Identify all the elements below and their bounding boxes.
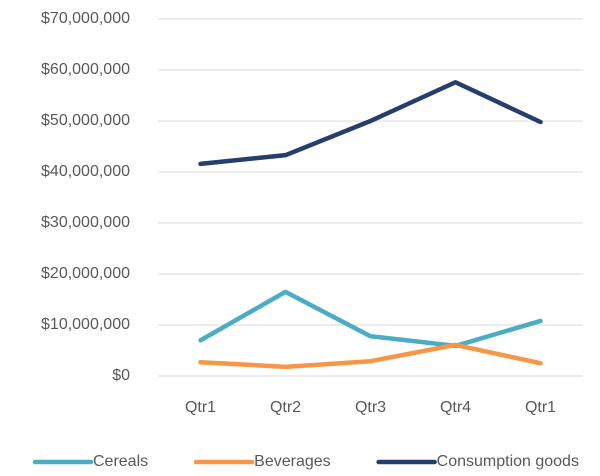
series-line <box>198 79 543 167</box>
x-tick-label: Qtr2 <box>270 399 301 416</box>
y-tick-label: $0 <box>112 367 130 384</box>
y-tick-label: $70,000,000 <box>41 10 130 27</box>
series-line <box>198 289 543 349</box>
x-tick-label: Qtr1 <box>525 399 556 416</box>
x-tick-label: Qtr3 <box>355 399 386 416</box>
legend-label: Consumption goods <box>437 453 579 470</box>
y-tick-label: $20,000,000 <box>41 265 130 282</box>
x-tick-label: Qtr1 <box>185 399 216 416</box>
y-tick-label: $60,000,000 <box>41 61 130 78</box>
x-tick-label: Qtr4 <box>440 399 471 416</box>
y-tick-label: $30,000,000 <box>41 214 130 231</box>
legend-label: Cereals <box>93 453 148 470</box>
y-tick-label: $10,000,000 <box>41 316 130 333</box>
series-line <box>198 342 543 370</box>
legend-label: Beverages <box>254 453 331 470</box>
y-tick-label: $50,000,000 <box>41 112 130 129</box>
y-tick-label: $40,000,000 <box>41 163 130 180</box>
